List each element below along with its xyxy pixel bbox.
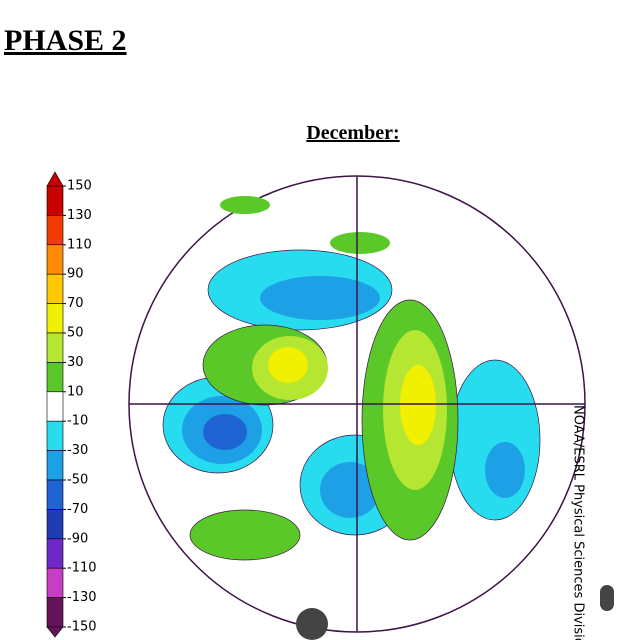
colorbar-segment [46, 303, 64, 334]
colorbar-tick-label: 30 [67, 355, 84, 370]
colorbar-tick-label: -110 [67, 561, 97, 576]
colorbar-segment [46, 538, 64, 569]
colorbar-segment [46, 244, 64, 275]
colorbar-tick-label: -90 [67, 531, 88, 546]
colorbar-segment [46, 185, 64, 216]
colorbar-bottom-arrow [46, 626, 64, 638]
colorbar-segment [46, 479, 64, 510]
credit: NOAA/ESRL Physical Sciences Division [571, 405, 586, 640]
colorbar-top-arrow [46, 171, 64, 187]
colorbar-segment [46, 597, 64, 628]
colorbar-segment [46, 332, 64, 363]
colorbar-tick-label: 50 [67, 326, 84, 341]
colorbar-tick-label: 70 [67, 296, 84, 311]
page-title: PHASE 2 [4, 24, 127, 57]
colorbar-tick-label: 10 [67, 384, 84, 399]
colorbar-segment [46, 450, 64, 481]
colorbar-segment [46, 362, 64, 393]
colorbar-tick-label: 130 [67, 208, 92, 223]
colorbar-tick-label: -130 [67, 590, 97, 605]
colorbar: 150 130 110 90 70 50 30 10 -10 -30 -50 -70 -90 -110 -1… [46, 171, 97, 638]
colorbar-tick-label: 150 [67, 179, 92, 194]
scroll-top-button[interactable] [296, 608, 328, 640]
colorbar-tick-label: -150 [67, 620, 97, 635]
colorbar-tick-label: -50 [67, 473, 88, 488]
colorbar-segment [46, 215, 64, 246]
side-handle[interactable] [600, 585, 614, 611]
colorbar-tick-label: 110 [67, 237, 92, 252]
colorbar-segment [46, 567, 64, 598]
map-title: December: [306, 122, 400, 144]
colorbar-tick-label: -10 [67, 414, 88, 429]
colorbar-tick-label: -30 [67, 443, 88, 458]
colorbar-segment [46, 420, 64, 451]
colorbar-segment [46, 273, 64, 304]
colorbar-segment [46, 509, 64, 540]
map [128, 175, 586, 633]
colorbar-segment [46, 391, 64, 422]
colorbar-tick-label: -70 [67, 502, 88, 517]
colorbar-tick-label: 90 [67, 267, 84, 282]
